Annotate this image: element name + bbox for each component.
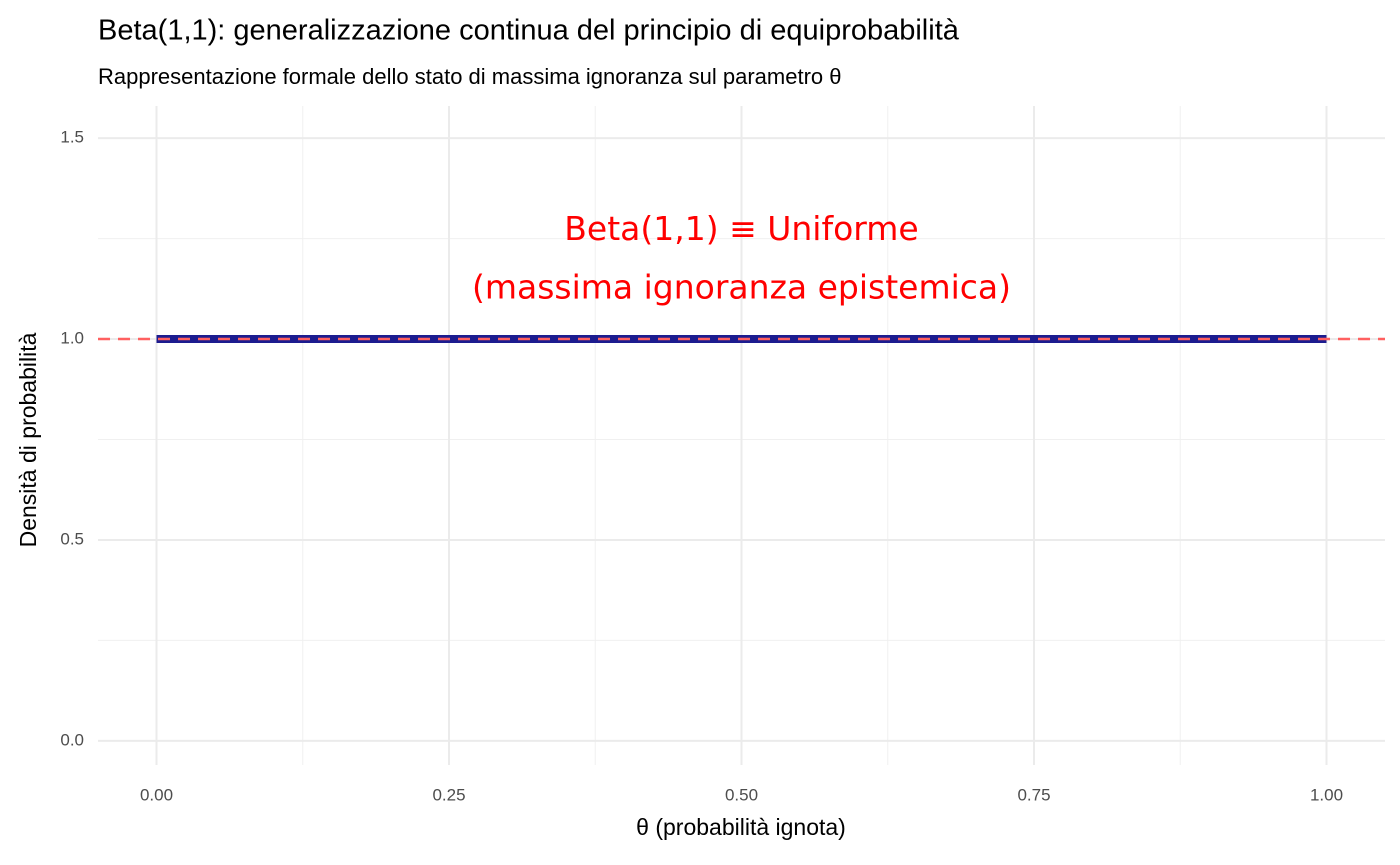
- x-tick-label: 0.25: [432, 785, 465, 804]
- y-axis-label: Densità di probabilità: [15, 332, 41, 547]
- y-tick-label: 1.5: [60, 128, 84, 147]
- chart-title: Beta(1,1): generalizzazione continua del…: [98, 15, 960, 47]
- chart-subtitle: Rappresentazione formale dello stato di …: [98, 64, 842, 89]
- annotation: (massima ignoranza epistemica): [472, 267, 1011, 306]
- x-axis-label: θ (probabilità ignota): [636, 814, 846, 840]
- y-tick-label: 0.5: [60, 529, 84, 548]
- annotation: Beta(1,1) ≡ Uniforme: [564, 209, 918, 248]
- x-tick-label: 1.00: [1310, 785, 1343, 804]
- x-tick-label: 0.75: [1017, 785, 1050, 804]
- y-tick-label: 0.0: [60, 730, 84, 749]
- x-tick-label: 0.50: [725, 785, 758, 804]
- x-tick-label: 0.00: [140, 785, 173, 804]
- y-tick-label: 1.0: [60, 329, 84, 348]
